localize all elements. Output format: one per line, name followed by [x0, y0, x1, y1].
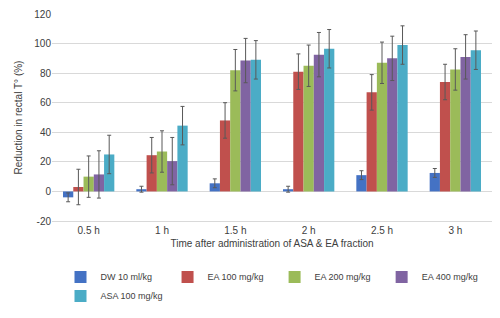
- svg-text:2.5 h: 2.5 h: [371, 225, 393, 236]
- svg-text:DW 10 ml/kg: DW 10 ml/kg: [101, 272, 153, 282]
- svg-text:120: 120: [34, 9, 51, 20]
- svg-text:Reduction in rectal T° (%): Reduction in rectal T° (%): [13, 61, 24, 175]
- svg-text:1.5 h: 1.5 h: [224, 225, 246, 236]
- svg-text:Time after administration of A: Time after administration of ASA & EA fr…: [170, 238, 373, 249]
- svg-text:40: 40: [40, 127, 52, 138]
- svg-text:ASA 100 mg/kg: ASA 100 mg/kg: [101, 291, 163, 301]
- svg-text:EA 200 mg/kg: EA 200 mg/kg: [315, 272, 371, 282]
- svg-text:0: 0: [45, 186, 51, 197]
- svg-text:20: 20: [40, 156, 52, 167]
- svg-text:2 h: 2 h: [302, 225, 316, 236]
- svg-text:1 h: 1 h: [155, 225, 169, 236]
- svg-text:-20: -20: [37, 216, 52, 227]
- svg-text:100: 100: [34, 38, 51, 49]
- svg-text:EA 400 mg/kg: EA 400 mg/kg: [422, 272, 478, 282]
- svg-text:EA 100 mg/kg: EA 100 mg/kg: [208, 272, 264, 282]
- svg-text:60: 60: [40, 97, 52, 108]
- svg-text:3 h: 3 h: [448, 225, 462, 236]
- svg-text:80: 80: [40, 68, 52, 79]
- svg-text:0.5 h: 0.5 h: [78, 225, 100, 236]
